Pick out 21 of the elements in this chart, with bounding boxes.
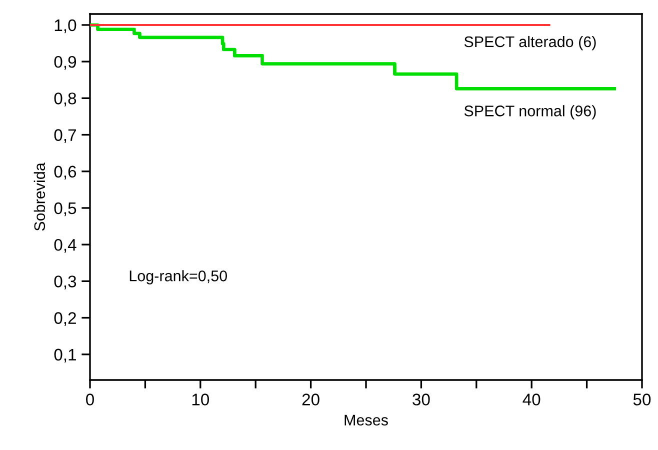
x-tick-label: 30 [412,394,430,406]
y-tick-label: 0,9 [54,56,76,70]
y-tick-label: 0,4 [54,238,76,253]
y-axis-title: Sobrevida [34,162,46,231]
y-tick-label: 0,8 [54,92,76,106]
x-tick-label: 40 [522,394,540,406]
x-tick-label: 20 [302,394,320,406]
x-axis-title: Meses [344,414,388,426]
y-tick-label: 0,1 [54,348,76,363]
y-tick-label: 0,2 [54,312,76,326]
series-label: SPECT normal (96) [464,105,596,120]
y-tick-label: 0,3 [54,276,76,290]
y-tick-label: 1,0 [54,19,76,34]
x-tick-label: 0 [86,394,94,406]
y-tick-label: 0,7 [54,129,76,143]
y-tick-label: 0,5 [54,202,76,216]
y-tick-label: 0,6 [54,166,76,180]
x-tick-label: 50 [633,394,651,406]
series-label: SPECT alterado (6) [464,36,596,50]
x-tick-label: 10 [192,394,210,406]
annotation: Log-rank=0,50 [130,270,227,284]
